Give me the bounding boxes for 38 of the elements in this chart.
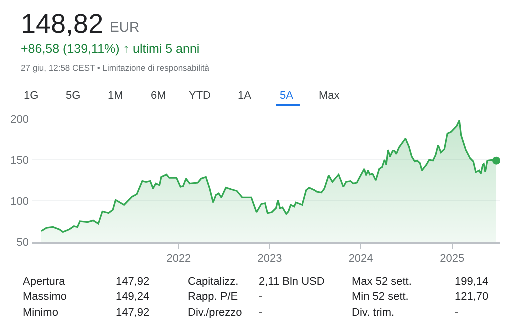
text: Min 52 sett.	[352, 291, 409, 303]
y-tick-label: 100	[10, 196, 29, 208]
text: Max	[319, 90, 340, 102]
text: 149,24	[116, 291, 150, 303]
text: 2,11 Bln USD	[259, 276, 325, 288]
text: Div./prezzo	[188, 307, 242, 319]
x-tick-label: 2022	[166, 253, 192, 266]
text: +86,58 (139,11%) ↑ ultimi 5 anni	[21, 42, 200, 56]
text: Max 52 sett.	[352, 276, 412, 288]
text: Minimo	[23, 307, 58, 319]
text: 27 giu, 12:58 CEST • Limitazione di responsabilità	[21, 63, 210, 73]
text: 121,70	[455, 291, 489, 303]
text: Div. trim.	[352, 307, 395, 319]
text: Capitalizz.	[188, 276, 239, 288]
text: 6M	[151, 90, 166, 102]
x-tick-label: 2025	[440, 253, 465, 266]
text: YTD	[189, 90, 212, 102]
x-tick-label: 2023	[258, 253, 282, 266]
text: -	[455, 307, 459, 319]
text: 199,14	[455, 276, 489, 288]
text: 1M	[108, 90, 124, 102]
text: 1A	[238, 90, 252, 102]
x-tick-label: 2024	[348, 253, 374, 266]
text: -	[259, 307, 263, 319]
text: -	[259, 291, 263, 303]
y-tick-label: 150	[10, 154, 29, 167]
y-tick-label: 200	[10, 114, 29, 126]
text: Apertura	[23, 276, 66, 288]
text: 1G	[24, 90, 39, 102]
y-tick-label: 50	[16, 236, 29, 249]
chart-title: 148,82	[21, 9, 104, 39]
text: Rapp. P/E	[188, 291, 238, 303]
text: EUR	[110, 19, 140, 35]
text: 5G	[66, 90, 81, 102]
text: Massimo	[23, 291, 68, 303]
text: 147,92	[116, 276, 150, 288]
text: 5A	[280, 90, 294, 102]
text: 147,92	[116, 307, 150, 319]
